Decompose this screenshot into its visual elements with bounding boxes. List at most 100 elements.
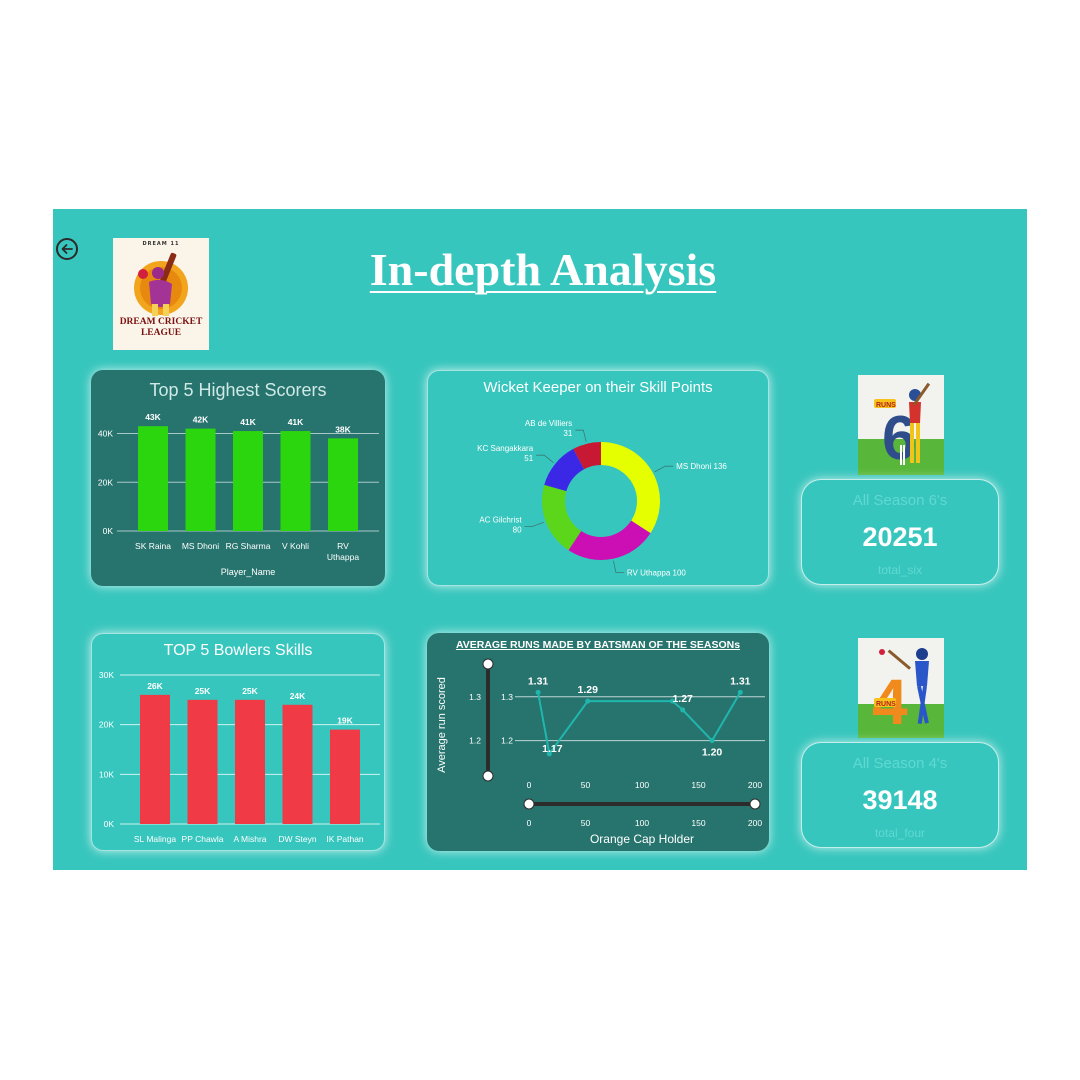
illustration-shape xyxy=(152,304,158,316)
illustration-shape xyxy=(917,685,927,724)
illustration-shape xyxy=(915,661,929,686)
x-range-slider-handle xyxy=(523,798,535,810)
data-label: 41K xyxy=(288,417,304,427)
point-label: 1.17 xyxy=(542,743,563,755)
illustration-shape xyxy=(909,402,921,423)
illustration-shape xyxy=(874,698,896,707)
x-tick-label: SL Malinga xyxy=(134,834,176,844)
back-arrow-icon xyxy=(61,244,73,254)
four-runs-icon: 4 RUNS xyxy=(858,638,944,738)
bar xyxy=(187,699,218,824)
slice-label: KC Sangakkara xyxy=(477,444,534,453)
data-label: 26K xyxy=(147,681,163,691)
y-range-slider-handle xyxy=(482,658,494,670)
slice-label: 51 xyxy=(524,454,533,463)
y-tick-label: 1.3 xyxy=(501,692,513,702)
data-point xyxy=(680,707,686,713)
x-tick-label: MS Dhoni xyxy=(182,541,219,551)
fours-card: All Season 4's 39148 total_four xyxy=(801,742,999,848)
logo-top-text: DREAM 11 xyxy=(142,241,180,247)
fours-badge: RUNS xyxy=(876,701,896,708)
data-point xyxy=(737,689,743,695)
slice-label: AC Gilchrist xyxy=(479,515,522,524)
point-label: 1.20 xyxy=(702,747,723,759)
x-tick-label: 200 xyxy=(748,818,762,828)
data-point xyxy=(546,751,552,757)
illustration-shape xyxy=(163,304,169,316)
leader-line xyxy=(524,521,544,527)
x-tick-label: 100 xyxy=(635,818,649,828)
wicket-keeper-panel: Wicket Keeper on their Skill Points MS D… xyxy=(427,370,769,586)
sixes-illustration: 6 RUNS xyxy=(858,375,944,475)
donut-slice xyxy=(544,448,585,492)
slice-label: MS Dhoni 136 xyxy=(676,462,727,471)
data-label: 41K xyxy=(240,417,256,427)
data-label: 24K xyxy=(290,691,306,701)
illustration-shape xyxy=(152,267,164,279)
bar xyxy=(140,694,170,824)
illustration-shape xyxy=(874,399,896,408)
y-tick-label: 30K xyxy=(99,670,114,680)
x-tick-label: 100 xyxy=(635,780,649,790)
x-tick-label: 50 xyxy=(581,818,591,828)
slice-label: 31 xyxy=(563,429,572,438)
bowlers-title: TOP 5 Bowlers Skills xyxy=(163,642,313,659)
bar xyxy=(233,431,263,531)
illustration-shape xyxy=(916,423,920,463)
x-axis-label: Player_Name xyxy=(221,567,276,577)
bowlers-chart: 0K 10K 20K 30K 26K SL Malinga 25K PP Chawla 25K A… xyxy=(99,670,380,844)
x-tick-label: 0 xyxy=(527,780,532,790)
top-scorers-title: Top 5 Highest Scorers xyxy=(149,380,327,400)
x-tick-label: A Mishra xyxy=(233,834,266,844)
data-point xyxy=(670,698,676,704)
x-tick-label: IK Pathan xyxy=(326,834,364,844)
donut-slice xyxy=(542,484,582,551)
x-tick-label: PP Chawla xyxy=(182,834,224,844)
top-scorers-panel: Top 5 Highest Scorers 0K 20K 40K 43K SK Rain… xyxy=(91,370,385,586)
x-tick-label: 200 xyxy=(748,780,762,790)
league-logo: DREAM 11 DREAM CRICKET LEAGUE xyxy=(113,238,209,350)
x-tick-label: 0 xyxy=(527,818,532,828)
wicket-keeper-title: Wicket Keeper on their Skill Points xyxy=(483,379,713,396)
x-tick-label: DW Steyn xyxy=(278,834,317,844)
y-tick-label: 40K xyxy=(98,429,113,439)
data-label: 43K xyxy=(145,412,161,422)
y-tick-label: 1.2 xyxy=(469,736,481,746)
fours-illustration: 4 RUNS xyxy=(858,638,944,738)
bar xyxy=(282,704,313,824)
illustration-shape xyxy=(138,269,148,279)
y-tick-label: 0K xyxy=(103,526,114,536)
slice-label: RV Uthappa 100 xyxy=(627,568,687,577)
illustration-shape xyxy=(910,423,914,463)
illustration-shape xyxy=(912,382,931,406)
slice-label: AB de Villiers xyxy=(525,419,572,428)
average-runs-panel: AVERAGE RUNS MADE BY BATSMAN OF THE SEAS… xyxy=(427,633,769,851)
sixes-sub: total_six xyxy=(877,563,923,577)
donut-slice xyxy=(568,520,651,560)
sixes-badge: RUNS xyxy=(876,402,896,409)
data-label: 25K xyxy=(242,686,258,696)
slice-label: 80 xyxy=(513,525,522,534)
average-runs-title: AVERAGE RUNS MADE BY BATSMAN OF THE SEAS… xyxy=(455,639,741,651)
sixes-label: All Season 6's xyxy=(852,492,948,509)
leader-line xyxy=(654,465,674,473)
leader-line xyxy=(536,454,554,464)
illustration-shape xyxy=(887,649,912,670)
page-title: In-depth Analysis xyxy=(369,244,717,295)
donut-slice xyxy=(573,442,601,470)
donut-slice xyxy=(601,442,660,534)
x-tick-label: RV xyxy=(337,541,349,551)
data-label: 19K xyxy=(337,716,353,726)
fours-value: 39148 xyxy=(862,785,938,815)
data-point xyxy=(535,689,541,695)
fours-label: All Season 4's xyxy=(852,755,948,772)
sixes-card: All Season 6's 20251 total_six xyxy=(801,479,999,585)
y-range-slider-handle xyxy=(482,770,494,782)
data-label: 42K xyxy=(193,415,209,425)
y-tick-label: 1.3 xyxy=(469,692,481,702)
bar xyxy=(330,729,360,824)
data-point xyxy=(585,698,591,704)
x-tick-label: RG Sharma xyxy=(226,541,271,551)
fours-sub: total_four xyxy=(874,826,926,840)
back-button[interactable] xyxy=(56,238,78,260)
